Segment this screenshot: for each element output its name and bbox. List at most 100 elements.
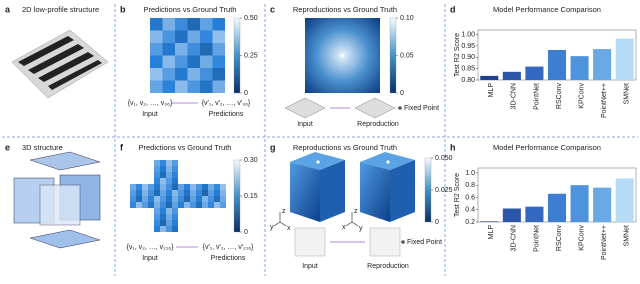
heatmap-cell — [130, 184, 136, 190]
heatmap-cell — [160, 208, 166, 214]
heatmap-cell — [202, 202, 208, 208]
mesh-output — [369, 227, 401, 257]
output-label: Reproduction — [357, 121, 399, 128]
heatmap-cell — [178, 202, 184, 208]
panel-title: Reproductions vs Ground Truth — [293, 5, 397, 14]
heatmap-cell — [160, 196, 166, 202]
heatmap-cell — [150, 55, 163, 68]
colorbar — [424, 157, 432, 223]
input-label: Input — [142, 111, 158, 118]
heatmap-cell — [190, 202, 196, 208]
y-tick-label: 0.95 — [461, 43, 475, 50]
heatmap-cell — [136, 202, 142, 208]
heatmap-cell — [160, 172, 166, 178]
heatmap-cell — [172, 178, 178, 184]
bar — [547, 193, 567, 222]
bar — [502, 71, 521, 80]
heatmap-cell — [166, 166, 172, 172]
heatmap-cell — [166, 214, 172, 220]
heatmap-cell — [175, 68, 188, 81]
heatmap-cell — [172, 166, 178, 172]
heatmap-cell — [136, 190, 142, 196]
heatmap-cell — [172, 172, 178, 178]
input-set: {v₁, v₂, …, v₃₆} — [128, 100, 173, 107]
y-tick-label: 1.0 — [465, 170, 475, 177]
y-axis-label: Test R2 Score — [454, 173, 461, 217]
heatmap-cell — [200, 80, 213, 93]
heatmap-cell — [166, 172, 172, 178]
heatmap-cell — [154, 220, 160, 226]
heatmap-cell — [214, 202, 220, 208]
heatmap-cell — [166, 202, 172, 208]
y-axis-label: Test R2 Score — [454, 33, 461, 77]
heatmap-cell — [200, 30, 213, 43]
x-tick-label: KPConv — [578, 225, 585, 251]
heatmap-cell — [142, 184, 148, 190]
heatmap-cell — [172, 208, 178, 214]
heatmap-cell — [220, 184, 226, 190]
bar — [480, 221, 499, 222]
heatmap-cell — [175, 18, 188, 31]
heatmap-cell — [187, 43, 200, 56]
x-tick-label: MLP — [488, 83, 495, 98]
axis-arrow — [279, 221, 287, 227]
heatmap-cell — [130, 190, 136, 196]
heatmap-cell — [150, 68, 163, 81]
heatmap-cell — [166, 190, 172, 196]
chart-title: Model Performance Comparison — [493, 5, 601, 14]
heatmap-cell — [160, 160, 166, 166]
heatmap-cell — [212, 18, 225, 31]
panel-label: h — [450, 142, 456, 152]
heatmap-cell — [187, 30, 200, 43]
bar — [570, 56, 589, 80]
heatmap-cell — [196, 202, 202, 208]
panel-title: Predictions vs Ground Truth — [144, 5, 237, 14]
heatmap-cell — [212, 43, 225, 56]
panel-label: f — [120, 142, 124, 152]
bar — [480, 75, 499, 80]
panel-label: g — [270, 142, 276, 152]
heatmap-cell — [178, 190, 184, 196]
heatmap-cell — [196, 196, 202, 202]
heatmap-cell — [142, 196, 148, 202]
heatmap-cell — [208, 184, 214, 190]
bar — [547, 50, 567, 80]
heatmap-cell — [212, 68, 225, 81]
heatmap-cell — [162, 43, 175, 56]
heatmap-cell — [184, 202, 190, 208]
heatmap-cell — [212, 30, 225, 43]
heatmap-cell — [172, 196, 178, 202]
heatmap-cell — [154, 178, 160, 184]
heatmap-cell — [154, 172, 160, 178]
output-label: Predictions — [211, 255, 246, 262]
heatmap-cell — [130, 202, 136, 208]
x-tick-label: PointNet++ — [601, 83, 608, 118]
heatmap-cell — [166, 178, 172, 184]
heatmap-cell — [172, 202, 178, 208]
heatmap-cell — [187, 55, 200, 68]
axis-arrow — [273, 221, 281, 227]
heatmap-cell — [162, 30, 175, 43]
heatmap-cell — [178, 184, 184, 190]
bar — [615, 178, 634, 222]
heatmap-cell — [154, 196, 160, 202]
output-set: {v′₁, v′₂, …, v′₂₁₆} — [203, 244, 254, 251]
bar — [593, 187, 612, 222]
panel-title: 3D structure — [22, 143, 63, 152]
axis-arrow — [351, 221, 359, 227]
y-tick-label: 0.85 — [461, 65, 475, 72]
heatmap-cell — [166, 160, 172, 166]
heatmap-cell — [148, 196, 154, 202]
mesh-input — [294, 227, 326, 257]
heatmap-cell — [150, 18, 163, 31]
input-label: Input — [142, 255, 158, 262]
heatmap-cell — [142, 202, 148, 208]
colorbar-tick-label: 0.05 — [400, 52, 414, 59]
heatmap-cell — [160, 166, 166, 172]
heatmap-cell — [162, 68, 175, 81]
heatmap-cell — [148, 202, 154, 208]
x-tick-label: PointNet — [533, 225, 540, 252]
heatmap-cell — [172, 190, 178, 196]
heatmap-cell — [187, 68, 200, 81]
heatmap-cell — [202, 196, 208, 202]
